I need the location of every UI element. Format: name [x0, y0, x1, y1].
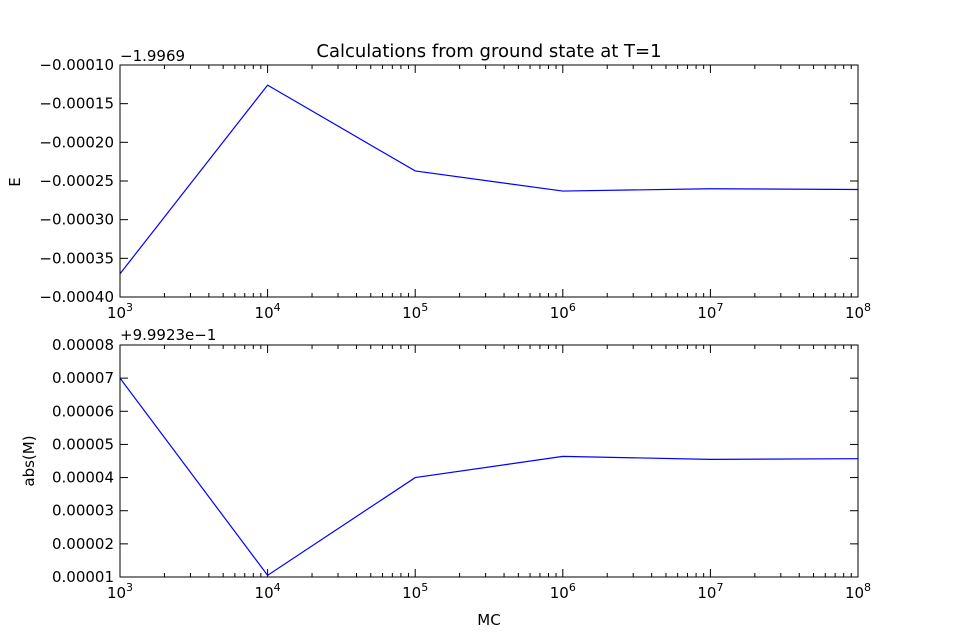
y-tick-label: −0.00030 — [39, 211, 114, 229]
x-tick-label: 104 — [255, 581, 281, 602]
y-tick-label: −0.00010 — [39, 56, 114, 74]
y-tick-label: 0.00001 — [52, 568, 114, 586]
energy-y-axis-label: E — [6, 177, 24, 186]
x-tick-label: 107 — [697, 301, 723, 322]
y-tick-label: −0.00020 — [39, 133, 114, 151]
magnetization-y-axis-label: abs(M) — [20, 435, 38, 486]
x-tick-label: 103 — [107, 301, 133, 322]
x-tick-label: 105 — [402, 581, 428, 602]
x-tick-label: 106 — [550, 301, 576, 322]
x-tick-label: 108 — [845, 581, 871, 602]
energy-panel: Calculations from ground state at T=1 −1… — [6, 41, 871, 322]
y-tick-label: 0.00008 — [52, 336, 114, 354]
x-tick-label: 106 — [550, 581, 576, 602]
y-tick-label: 0.00002 — [52, 535, 114, 553]
x-tick-label: 107 — [697, 581, 723, 602]
y-tick-label: 0.00006 — [52, 402, 114, 420]
y-tick-label: 0.00005 — [52, 435, 114, 453]
y-tick-label: 0.00007 — [52, 369, 114, 387]
y-tick-label: −0.00015 — [39, 95, 114, 113]
energy-series-line — [119, 84, 859, 275]
magnetization-offset-label: +9.9923e−1 — [120, 326, 216, 344]
y-tick-label: −0.00025 — [39, 172, 114, 190]
x-tick-label: 104 — [255, 301, 281, 322]
energy-offset-label: −1.9969 — [120, 47, 185, 65]
magnetization-panel: +9.9923e−1 abs(M) MC 103 104 105 106 107 108 0… — [20, 326, 871, 629]
energy-plot-frame — [119, 64, 859, 298]
y-tick-label: 0.00003 — [52, 502, 114, 520]
magnetization-ticks — [119, 344, 859, 578]
x-tick-label: 105 — [402, 301, 428, 322]
x-tick-label: 108 — [845, 301, 871, 322]
x-axis-label: MC — [477, 611, 500, 629]
y-tick-label: −0.00040 — [39, 288, 114, 306]
energy-tick-labels: 103 104 105 106 107 108 −0.00010 −0.00015 −0.000… — [39, 56, 871, 322]
chart-title: Calculations from ground state at T=1 — [316, 41, 661, 62]
magnetization-tick-labels: 103 104 105 106 107 108 0.00008 0.00007 0.00006 0… — [52, 336, 871, 602]
magnetization-series-line — [119, 377, 859, 577]
magnetization-plot-frame — [119, 344, 859, 578]
y-tick-label: −0.00035 — [39, 249, 114, 267]
y-tick-label: 0.00004 — [52, 469, 114, 487]
x-tick-label: 103 — [107, 581, 133, 602]
